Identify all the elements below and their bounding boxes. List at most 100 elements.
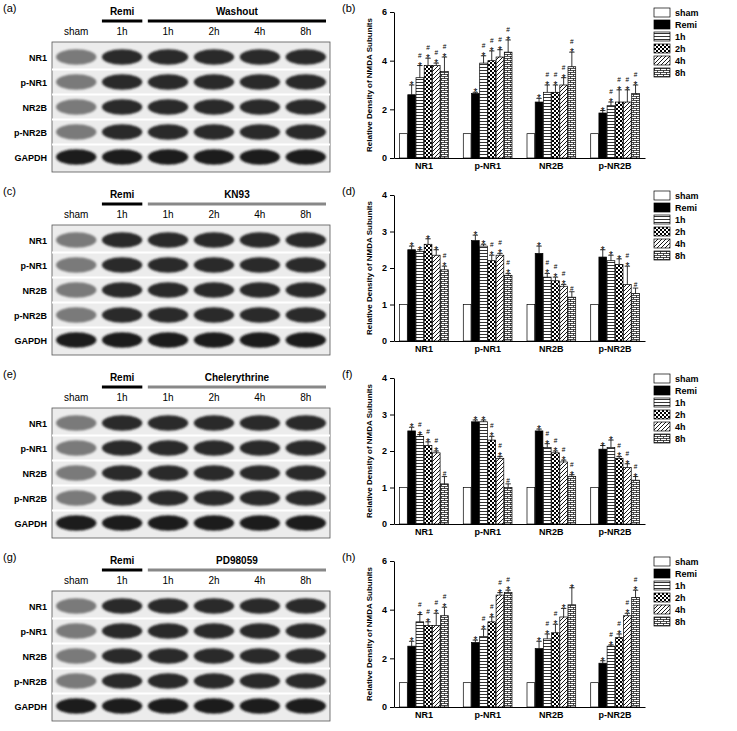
- y-tick-mark: [390, 268, 394, 269]
- bar: [463, 305, 471, 342]
- band: [240, 515, 280, 530]
- band: [194, 149, 234, 164]
- y-tick-mark: [390, 109, 394, 110]
- bar: [591, 683, 599, 707]
- y-tick: 2: [382, 446, 394, 456]
- significance-mark: *: [434, 245, 438, 256]
- blot-membrane: [52, 408, 330, 538]
- significance-mark: #: [426, 608, 430, 615]
- band: [286, 307, 326, 322]
- x-tick-label: p-NR1: [474, 527, 501, 537]
- legend-label: sham: [675, 374, 699, 384]
- significance-mark: #: [482, 42, 486, 49]
- band: [148, 673, 188, 688]
- band: [148, 49, 188, 64]
- x-tick-label: NR2B: [539, 161, 564, 171]
- bar: [463, 683, 471, 707]
- row-separator: [52, 119, 330, 121]
- band: [240, 332, 280, 347]
- band: [148, 282, 188, 297]
- significance-mark: *: [601, 656, 605, 667]
- significance-mark: *: [609, 97, 613, 108]
- bar: [607, 646, 615, 707]
- significance-mark: *: [562, 73, 566, 84]
- y-tick-label: 2: [382, 654, 387, 664]
- group-label: PD98059: [216, 555, 258, 566]
- plot-area: [400, 420, 640, 524]
- lane-label: 1h: [117, 575, 128, 586]
- significance-mark: *: [426, 234, 430, 245]
- panel-label: (c): [3, 185, 16, 197]
- significance-mark: #: [443, 593, 447, 600]
- band: [56, 598, 96, 613]
- y-tick-mark: [390, 415, 394, 416]
- row-label: p-NR1: [21, 261, 48, 271]
- legend-label: Remi: [675, 20, 697, 30]
- band: [194, 49, 234, 64]
- bar: [615, 102, 623, 158]
- band: [56, 149, 96, 164]
- y-tick-mark: [390, 658, 394, 659]
- bar: [424, 625, 432, 707]
- band: [56, 49, 96, 64]
- legend-item: 4h: [654, 605, 686, 615]
- chart-panel: (b)0246NR1p-NR1NR2Bp-NR2BRelative Densit…: [342, 2, 699, 171]
- legend-swatch: [654, 203, 670, 212]
- lane-label: sham: [64, 209, 88, 220]
- x-tick: p-NR1: [474, 341, 501, 354]
- significance-mark: *: [482, 415, 486, 426]
- bar: [496, 595, 504, 707]
- band: [286, 415, 326, 430]
- legend-swatch: [654, 227, 670, 236]
- significance-mark: *: [506, 35, 510, 46]
- legend: shamRemi1h2h4h8h: [654, 557, 699, 627]
- significance-mark: *: [418, 245, 422, 256]
- band: [194, 124, 234, 139]
- lane-label: sham: [64, 575, 88, 586]
- bar: [527, 305, 535, 342]
- x-axis-line: [395, 158, 646, 159]
- bar: [599, 449, 607, 524]
- significance-mark: *: [426, 437, 430, 448]
- bar: [560, 85, 568, 158]
- band: [240, 232, 280, 247]
- band: [102, 415, 142, 430]
- band: [194, 332, 234, 347]
- lane-label: 1h: [162, 575, 173, 586]
- bar: [488, 61, 496, 158]
- band: [102, 232, 142, 247]
- y-tick-label: 2: [382, 105, 387, 115]
- y-axis-line: [394, 13, 395, 159]
- legend-swatch: [654, 191, 670, 200]
- y-tick-label: 3: [382, 410, 387, 420]
- bar: [416, 78, 424, 158]
- y-tick-mark: [390, 610, 394, 611]
- legend-label: 2h: [675, 227, 686, 237]
- significance-mark: #: [634, 281, 638, 288]
- significance-mark: *: [537, 93, 541, 104]
- bar: [424, 66, 432, 158]
- row-label: p-NR2B: [14, 677, 47, 687]
- blot-panel: (e)RemiChelerythrinesham1h1h2h4h8hNR1p-N…: [3, 368, 330, 538]
- band: [148, 440, 188, 455]
- significance-mark: #: [498, 579, 502, 586]
- legend-swatch: [654, 605, 670, 614]
- x-tick-label: NR2B: [539, 527, 564, 537]
- significance-mark: #: [443, 252, 447, 259]
- significance-mark: *: [545, 439, 549, 450]
- band: [240, 598, 280, 613]
- significance-mark: #: [506, 259, 510, 266]
- band: [240, 99, 280, 114]
- legend-swatch: [654, 239, 670, 248]
- band: [240, 124, 280, 139]
- y-tick-label: 3: [382, 227, 387, 237]
- band: [56, 232, 96, 247]
- bar: [552, 281, 560, 341]
- significance-mark: *: [617, 254, 621, 265]
- band: [240, 623, 280, 638]
- y-tick: 4: [382, 605, 394, 615]
- x-tick-label: NR1: [415, 710, 433, 720]
- significance-mark: *: [473, 415, 477, 426]
- band: [102, 623, 142, 638]
- band: [240, 440, 280, 455]
